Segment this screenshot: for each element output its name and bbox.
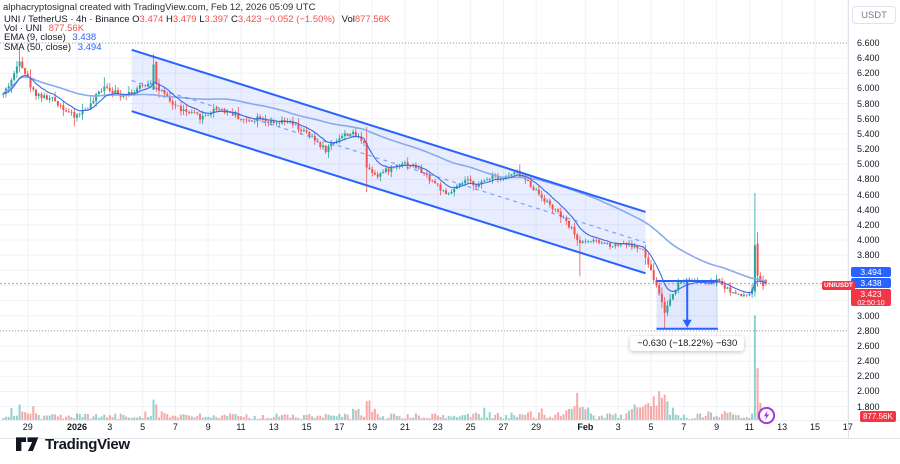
vol-row-label[interactable]: Vol · UNI (4, 23, 43, 35)
tradingview-logo-mark (16, 437, 39, 451)
legend-ema-row[interactable]: EMA (9, close) 3.438 (4, 32, 390, 44)
price-tick-label: 5.000 (857, 159, 880, 170)
time-tick-label: 9 (205, 422, 211, 432)
legend-volume-row[interactable]: Vol · UNI 877.56K (4, 23, 390, 35)
time-tick-label: 19 (367, 422, 378, 432)
time-tick-label: 21 (399, 422, 411, 432)
time-tick-label: 29 (22, 422, 33, 432)
vol-value: 877.56K (354, 14, 391, 25)
price-tick-label: 2.000 (857, 386, 880, 397)
time-tick-label: 11 (236, 422, 246, 432)
time-tick-label: 11 (744, 422, 755, 432)
time-tick-label: 23 (432, 422, 443, 432)
time-tick-label: Feb (577, 422, 594, 432)
ema-value: 3.438 (72, 32, 97, 44)
time-axis-border-bottom (0, 438, 900, 439)
legend-sma-row[interactable]: SMA (50, close) 3.494 (4, 41, 390, 53)
price-tick-label: 6.600 (857, 38, 880, 48)
tradingview-logo-text: TradingView (45, 436, 130, 453)
vol-label: Vol (341, 14, 355, 25)
time-tick-label: 17 (842, 422, 853, 432)
symbol-tag: UNIUSDT (822, 281, 855, 290)
symbol-title[interactable]: UNI / TetherUS · 4h · Binance (4, 14, 130, 25)
ema-label[interactable]: EMA (9, close) (4, 32, 66, 44)
price-tick-label: 3.000 (857, 310, 880, 321)
last-price-badge: 3.423 02:50:10 (851, 289, 891, 307)
time-tick-label: 7 (681, 422, 687, 432)
price-tick-label: 4.200 (857, 219, 880, 230)
price-tick-label: 4.600 (857, 189, 880, 200)
time-tick-label: 15 (301, 422, 312, 432)
vol-row-value: 877.56K (48, 23, 85, 35)
time-tick-label: 7 (172, 422, 178, 432)
price-tick-label: 6.200 (857, 68, 880, 79)
price-tick-label: 1.800 (857, 401, 880, 412)
time-tick-label: 29 (531, 422, 542, 432)
legend: UNI / TetherUS · 4h · Binance O3.474 H3.… (4, 15, 390, 52)
price-chart-canvas[interactable] (0, 0, 900, 440)
price-tick-label: 2.800 (857, 325, 880, 336)
time-tick-label: 15 (809, 422, 821, 432)
price-tick-label: 4.400 (857, 204, 880, 215)
legend-symbol-row[interactable]: UNI / TetherUS · 4h · Binance O3.474 H3.… (4, 14, 391, 25)
price-tick-label: 5.400 (857, 128, 880, 139)
time-tick-label: 13 (777, 422, 788, 432)
time-tick-label: 27 (498, 422, 509, 432)
boost-icon[interactable] (757, 406, 776, 425)
time-tick-label: 5 (140, 422, 146, 432)
price-tick-label: 6.400 (857, 53, 880, 64)
time-tick-label: 3 (615, 422, 621, 432)
price-tick-label: 5.800 (857, 98, 880, 109)
tradingview-logo[interactable]: TradingView (16, 436, 130, 453)
measure-label: −0.630 (−18.22%) −630 (630, 335, 745, 351)
time-tick-label: 9 (714, 422, 720, 432)
time-tick-label: 25 (465, 422, 476, 432)
price-axis-border (848, 0, 849, 438)
currency-toggle-button[interactable]: USDT (852, 6, 896, 24)
ema-price-badge: 3.438 (851, 278, 891, 288)
price-tick-label: 2.600 (857, 341, 880, 351)
price-tick-label: 2.400 (857, 356, 880, 367)
price-tick-label: 4.000 (857, 234, 880, 245)
time-tick-label: 3 (107, 422, 113, 432)
time-tick-label: 13 (268, 422, 279, 432)
time-tick-label: 5 (648, 422, 654, 432)
time-axis-border-top (0, 420, 900, 421)
price-tick-label: 3.800 (857, 250, 880, 261)
price-tick-label: 6.000 (857, 83, 880, 94)
attribution-text: alphacryptosignal created with TradingVi… (3, 2, 316, 13)
sma-value: 3.494 (77, 41, 102, 53)
time-tick-label: 17 (334, 422, 345, 432)
time-tick-label: 2026 (66, 422, 88, 432)
price-tick-label: 5.600 (857, 113, 880, 124)
price-tick-label: 4.800 (857, 174, 880, 185)
price-tick-label: 2.200 (857, 371, 880, 382)
volume-badge: 877.56K (860, 411, 896, 422)
price-tick-label: 5.200 (857, 144, 880, 155)
change-value: −0.052 (−1.50%) (264, 14, 336, 25)
sma-price-badge: 3.494 (851, 267, 891, 277)
sma-label[interactable]: SMA (50, close) (4, 41, 72, 53)
ohlc-values: O3.474 H3.479 L3.397 C3.423 (132, 14, 262, 25)
